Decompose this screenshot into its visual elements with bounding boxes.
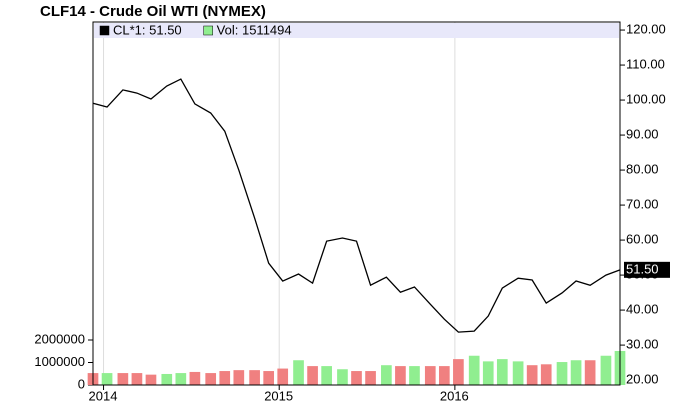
volume-bar [277,368,289,385]
y-tick-label: 20.00 [626,372,659,387]
y-tick-label: 70.00 [626,197,659,212]
volume-bar [219,371,231,385]
y-tick-label: 80.00 [626,162,659,177]
volume-bar [453,359,464,385]
volume-bar [233,370,245,385]
volume-bar [438,366,450,385]
volume-bar [540,364,552,385]
x-tick-label: 2016 [440,388,469,403]
volume-bar [556,362,568,385]
volume-bar [526,365,538,385]
volume-bar [496,359,508,385]
volume-bar [293,360,304,385]
y2-tick-label: 1000000 [34,354,85,369]
volume-bar [468,355,480,385]
volume-bar [145,374,157,385]
volume-bar [249,370,260,385]
plot-border [92,21,621,386]
y-tick-label: 90.00 [626,127,659,142]
volume-bar [409,366,420,385]
price-line [92,78,621,333]
last-price-label: 51.50 [626,261,659,276]
volume-bar [263,371,275,385]
volume-bar [570,360,582,385]
volume-bar [482,361,494,385]
chart-title: CLF14 - Crude Oil WTI (NYMEX) [40,3,266,20]
volume-bar [584,360,596,385]
legend-label: CL*1: 51.50 [113,22,182,37]
volume-bar [365,371,376,385]
legend-bar [94,23,619,38]
volume-bar [175,373,187,385]
volume-bar [205,373,217,385]
volume-bar [117,373,129,385]
volume-bar [512,361,524,385]
last-price-box [624,261,670,278]
volume-bar [600,355,612,385]
legend-swatch [203,25,213,36]
legend-label: Vol: 1511494 [217,22,292,37]
volume-bar [351,371,362,385]
volume-bar [307,366,318,385]
y2-tick-label: 2000000 [34,331,85,346]
y-tick-label: 60.00 [626,232,659,247]
plot-area [93,22,620,385]
volume-bar [321,366,332,385]
volume-bar [395,366,406,385]
y-tick-label: 40.00 [626,302,659,317]
y-tick-label: 100.00 [626,91,666,106]
volume-bar [161,373,173,385]
volume-bar [101,373,113,385]
x-tick-label: 2014 [89,388,118,403]
y-tick-label: 120.00 [626,21,666,36]
y-tick-label: 30.00 [626,337,659,352]
volume-bar [189,371,201,385]
x-tick-label: 2015 [264,388,293,403]
volume-bar [131,373,143,385]
volume-bar [424,366,436,385]
volume-bar [337,369,348,385]
legend-swatch [99,25,110,36]
y-tick-label: 110.00 [626,56,665,71]
y2-tick-label: 0 [78,376,85,391]
volume-bar [381,365,392,385]
